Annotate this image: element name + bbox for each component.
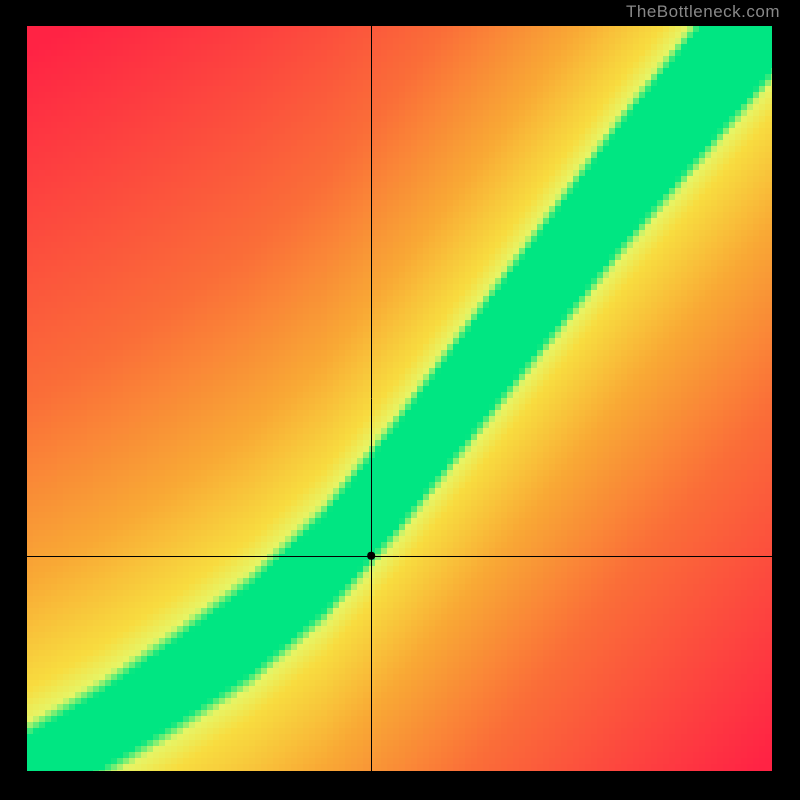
bottleneck-heatmap xyxy=(27,26,772,771)
heatmap-canvas xyxy=(27,26,772,771)
attribution-text: TheBottleneck.com xyxy=(626,2,780,22)
